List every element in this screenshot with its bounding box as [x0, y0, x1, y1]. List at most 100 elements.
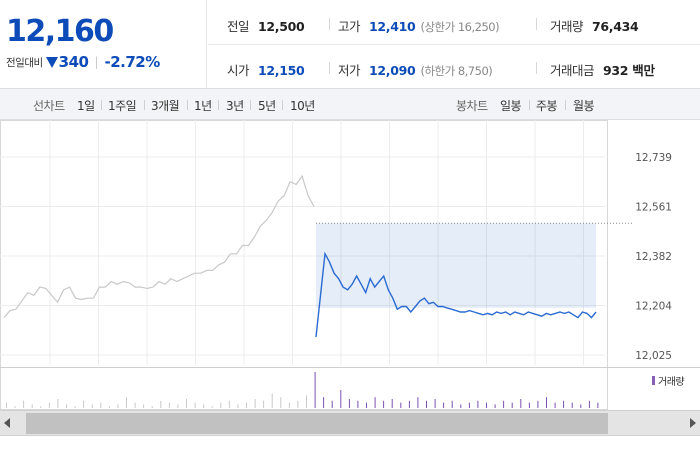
volume-bar — [297, 400, 299, 408]
volume-bar — [400, 402, 402, 408]
period-1d-tab[interactable]: 1일 — [77, 99, 95, 113]
volume-bar — [66, 404, 67, 408]
volume-bar — [83, 400, 85, 408]
volume-bar — [520, 399, 522, 408]
volume-bar — [237, 404, 239, 408]
volume-bar — [288, 402, 290, 408]
stat-separator — [329, 18, 330, 30]
volume-bar — [443, 402, 445, 408]
volume-bar — [597, 402, 599, 408]
price-chart-svg: 12,739 12,561 12,382 12,204 12,025 — [0, 120, 700, 410]
volume-bar — [57, 399, 59, 408]
plot-frame — [0, 120, 608, 410]
y-tick-label: 12,739 — [635, 152, 672, 164]
volume-bar — [220, 402, 222, 408]
volume-bar — [151, 406, 153, 408]
volume-legend: 거래량 — [652, 373, 685, 388]
period-3m-tab[interactable]: 3개월 — [151, 99, 180, 113]
volume-bar — [48, 402, 50, 408]
volume-bar — [563, 400, 565, 408]
volume-bar — [494, 404, 496, 408]
stat-value: 76,434 — [592, 19, 639, 34]
candle-weekly-tab[interactable]: 주봉 — [536, 99, 558, 113]
volume-bar — [426, 400, 427, 408]
volume-bar — [91, 404, 93, 408]
volume-bar — [477, 400, 479, 408]
y-tick-label: 12,025 — [635, 350, 672, 362]
volume-bar — [571, 402, 573, 408]
volume-bar — [168, 402, 170, 408]
volume-bar — [143, 404, 145, 408]
volume-bar — [263, 400, 265, 408]
price-block: 12,160 전일대비 340 | -2.72% — [0, 0, 207, 89]
toolbar-separator — [101, 100, 102, 110]
period-5y-tab[interactable]: 5년 — [258, 99, 276, 113]
volume-bar — [6, 402, 7, 408]
scroll-thumb[interactable] — [26, 413, 608, 434]
toolbar-separator — [218, 100, 219, 110]
volume-bar — [528, 402, 530, 408]
volume-bar — [408, 400, 410, 408]
volume-bar — [580, 404, 582, 408]
prev-day-price-line — [3, 174, 315, 318]
stat-prev-close: 전일 12,500 — [227, 16, 305, 35]
stat-label: 시가 — [227, 63, 250, 78]
chart-toolbar: 선차트 1일 1주일 3개월 1년 3년 5년 10년 봉차트 일봉 주봉 월봉 — [0, 89, 700, 120]
volume-bar — [383, 400, 385, 408]
volume-bar — [417, 397, 419, 408]
y-tick-label: 12,382 — [635, 251, 672, 263]
period-1w-tab[interactable]: 1주일 — [108, 99, 137, 113]
volume-bar — [468, 402, 470, 408]
volume-bar — [108, 406, 110, 408]
stat-separator — [536, 62, 537, 74]
stat-label: 저가 — [338, 63, 361, 78]
volume-bar — [271, 393, 273, 408]
candle-chart-label: 봉차트 — [456, 99, 488, 113]
stat-high: 고가 12,410 (상한가 16,250) — [338, 16, 500, 35]
change-rate: -2.72% — [104, 53, 161, 71]
volume-bar — [434, 399, 436, 408]
change-amount: 340 — [58, 53, 89, 71]
volume-bar — [348, 399, 350, 408]
stat-label: 고가 — [338, 19, 361, 34]
change-separator: | — [94, 55, 99, 69]
upper-limit: (상한가 16,250) — [420, 20, 500, 34]
volume-bar — [374, 397, 376, 408]
volume-bar — [546, 397, 547, 408]
period-3y-tab[interactable]: 3년 — [226, 99, 244, 113]
volume-bar — [254, 399, 256, 408]
stat-low: 저가 12,090 (하한가 8,750) — [338, 60, 493, 79]
volume-bar — [486, 402, 487, 408]
period-1y-tab[interactable]: 1년 — [194, 99, 212, 113]
volume-bar — [306, 395, 307, 408]
volume-bar — [357, 400, 359, 408]
volume-bar — [100, 402, 102, 408]
stat-value: 12,500 — [258, 19, 305, 34]
volume-bar — [588, 400, 590, 408]
volume-bar — [511, 402, 513, 408]
down-triangle-icon — [45, 56, 58, 68]
scroll-right-arrow-icon[interactable] — [690, 418, 696, 428]
volume-bar — [340, 390, 342, 408]
volume-bar — [211, 406, 213, 408]
period-10y-tab[interactable]: 10년 — [290, 99, 315, 113]
stat-value: 12,150 — [258, 63, 305, 78]
volume-bar — [323, 397, 325, 408]
today-price-line — [315, 251, 597, 338]
toolbar-separator — [565, 100, 566, 110]
volume-bar — [40, 406, 42, 408]
volume-bar — [246, 402, 247, 408]
stat-value: 12,410 — [369, 19, 416, 34]
chart-scrollbar[interactable] — [0, 410, 700, 436]
toolbar-separator — [282, 100, 283, 110]
volume-bar — [177, 404, 179, 408]
stat-separator — [536, 18, 537, 30]
stat-open: 시가 12,150 — [227, 60, 305, 79]
candle-monthly-tab[interactable]: 월봉 — [573, 99, 595, 113]
candle-daily-tab[interactable]: 일봉 — [500, 99, 522, 113]
price-chart[interactable]: 12,739 12,561 12,382 12,204 12,025 — [0, 120, 700, 410]
stat-separator — [329, 62, 330, 74]
scroll-left-arrow-icon[interactable] — [4, 418, 10, 428]
volume-bar — [228, 400, 230, 408]
volume-legend-label: 거래량 — [658, 377, 685, 388]
